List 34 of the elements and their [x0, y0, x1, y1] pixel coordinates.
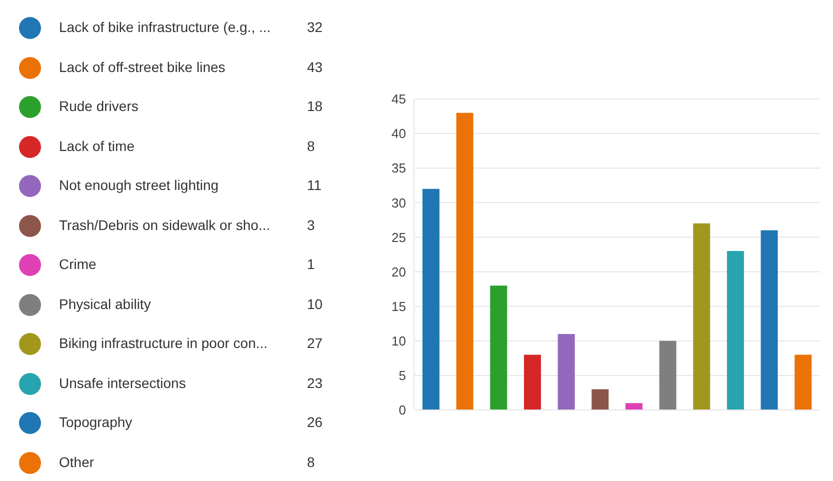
- text: 8: [307, 138, 315, 154]
- legend-label: Lack of bike infrastructure (e.g., ...: [59, 18, 272, 37]
- y-tick-label: 40: [392, 126, 406, 142]
- y-tick-label: 20: [392, 264, 406, 280]
- text: 10: [307, 296, 323, 312]
- legend-label: Rude drivers: [59, 97, 140, 116]
- legend-label: Biking infrastructure in poor con...: [59, 334, 269, 353]
- y-tick-label: 10: [392, 334, 406, 349]
- y-tick-label: 5: [398, 368, 406, 384]
- text: 32: [307, 19, 323, 35]
- legend-label: Other: [59, 452, 96, 472]
- legend-label: Crime: [59, 255, 98, 274]
- y-tick-label: 45: [392, 92, 406, 107]
- legend-label: Unsafe intersections: [59, 374, 187, 392]
- y-tick-label: 30: [392, 195, 406, 210]
- legend-label: Trash/Debris on sidewalk or sho...: [59, 216, 272, 234]
- text: 26: [307, 414, 323, 430]
- y-tick-label: 25: [392, 230, 406, 245]
- legend-label: Physical ability: [59, 294, 152, 314]
- legend-label: Lack of off-street bike lines: [59, 58, 226, 76]
- text: 18: [307, 98, 323, 114]
- text: 43: [307, 58, 323, 74]
- text: 27: [307, 335, 323, 351]
- text: 23: [307, 374, 323, 390]
- legend-label: Lack of time: [59, 136, 136, 156]
- text: 1: [307, 256, 315, 272]
- legend-label: Not enough street lighting: [59, 176, 220, 195]
- legend-label: Topography: [59, 413, 134, 432]
- y-tick-label: 15: [392, 298, 406, 314]
- text: 3: [307, 216, 315, 232]
- text: 11: [307, 177, 322, 193]
- y-tick-label: 35: [392, 160, 406, 176]
- y-tick-label: 0: [398, 402, 406, 418]
- text: 8: [307, 454, 315, 470]
